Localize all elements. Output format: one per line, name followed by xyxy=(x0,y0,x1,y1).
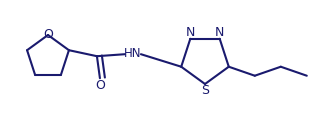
Text: S: S xyxy=(201,84,209,97)
Text: O: O xyxy=(95,79,105,92)
Text: O: O xyxy=(43,29,53,42)
Text: N: N xyxy=(186,26,195,39)
Text: N: N xyxy=(215,26,224,39)
Text: HN: HN xyxy=(124,47,142,60)
